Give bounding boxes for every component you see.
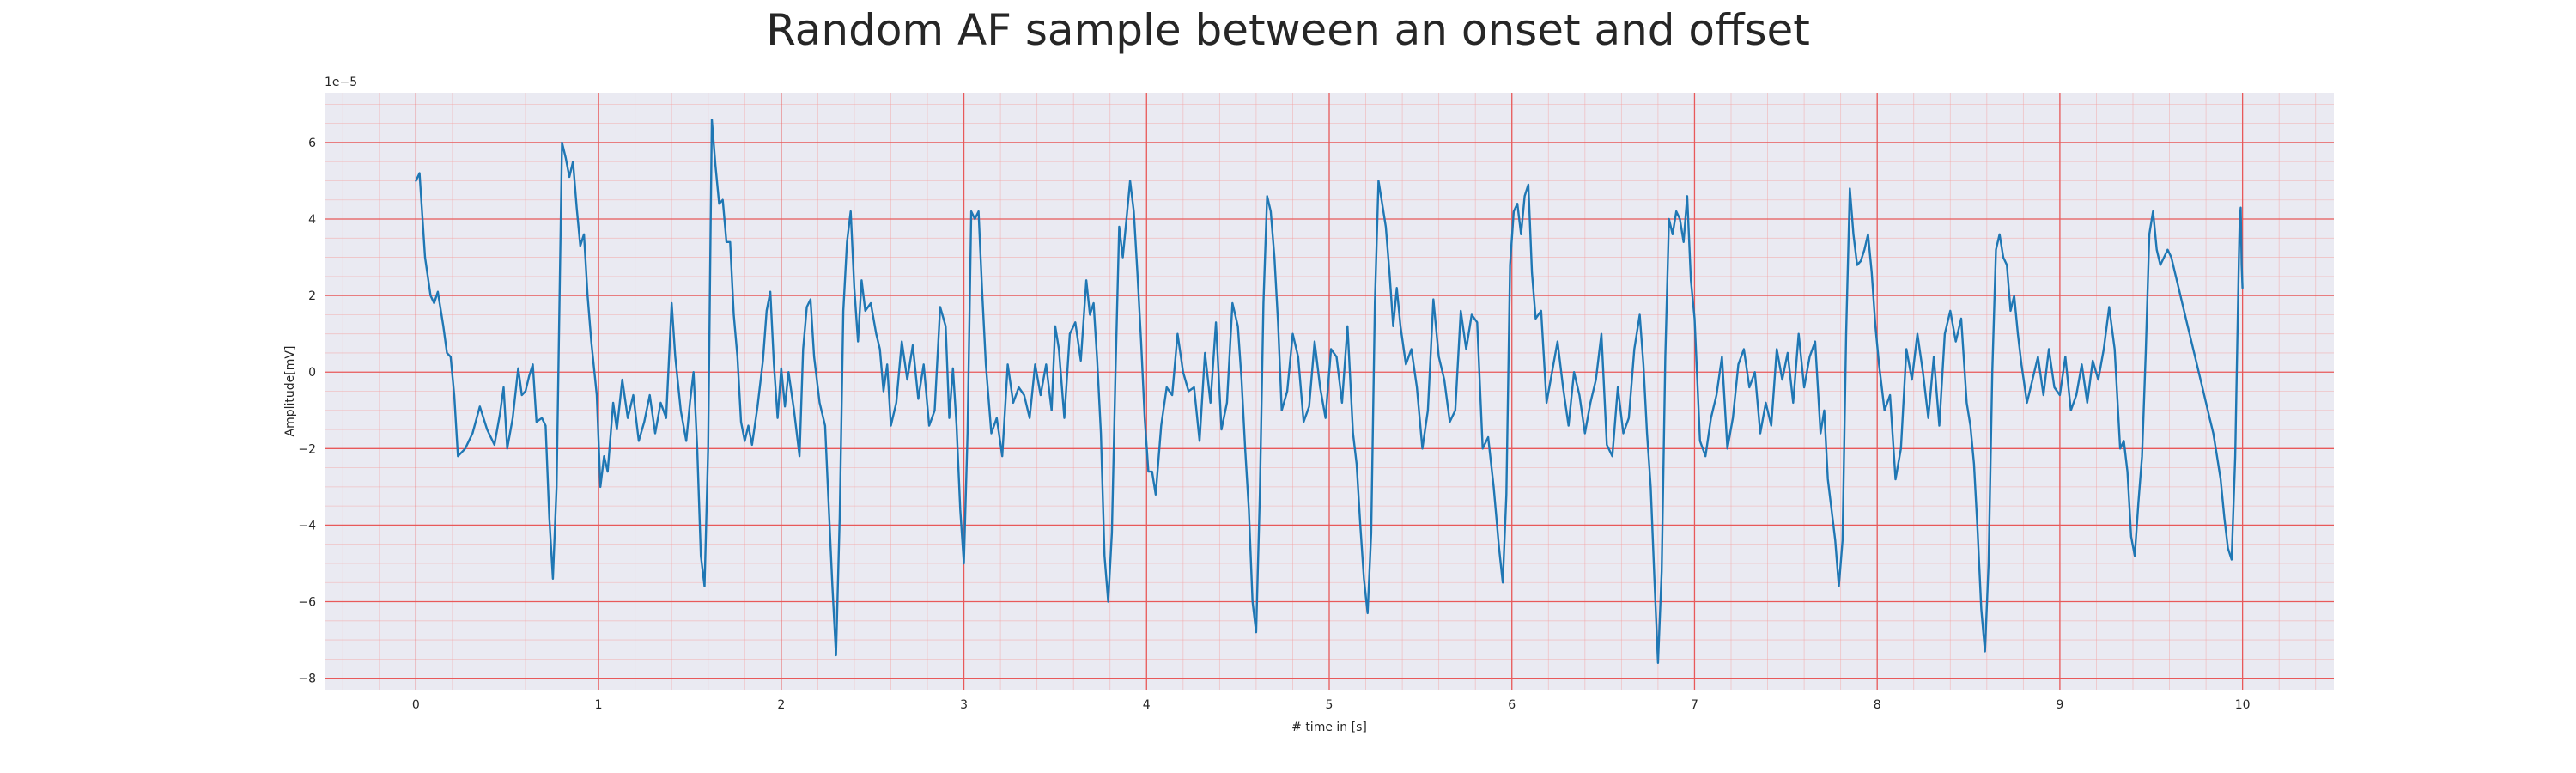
y-tick-label-2: 2 <box>308 289 316 303</box>
x-tick-label-0: 0 <box>412 698 420 712</box>
chart-title: Random AF sample between an onset and of… <box>766 5 1810 55</box>
y-axis: −8 −6 −4 −2 0 2 4 6 <box>298 137 316 686</box>
series-line-0 <box>415 119 2244 664</box>
y-tick-label--4: −4 <box>298 519 316 533</box>
x-tick-label-9: 9 <box>2056 698 2063 712</box>
x-axis-label: # time in [s] <box>1291 721 1367 734</box>
x-tick-label-2: 2 <box>777 698 785 712</box>
y-tick-label--6: −6 <box>298 596 316 610</box>
y-tick-label-0: 0 <box>308 366 316 380</box>
y-tick-label--8: −8 <box>298 673 316 686</box>
x-tick-label-10: 10 <box>2235 698 2251 712</box>
x-tick-label-5: 5 <box>1326 698 1334 712</box>
x-tick-label-6: 6 <box>1508 698 1516 712</box>
x-tick-label-4: 4 <box>1143 698 1151 712</box>
major-grid <box>325 93 2334 690</box>
x-tick-label-8: 8 <box>1874 698 1881 712</box>
y-tick-label-6: 6 <box>308 137 316 150</box>
x-tick-label-3: 3 <box>960 698 968 712</box>
y-tick-label-4: 4 <box>308 213 316 227</box>
y-offset-label: 1e−5 <box>325 76 357 89</box>
x-tick-label-7: 7 <box>1691 698 1698 712</box>
y-tick-label--2: −2 <box>298 442 316 456</box>
series-layer <box>415 119 2244 664</box>
y-axis-label: Amplitude[mV] <box>283 346 297 437</box>
x-axis: 0 1 2 3 4 5 6 7 8 9 10 <box>412 698 2251 712</box>
x-tick-label-1: 1 <box>595 698 603 712</box>
